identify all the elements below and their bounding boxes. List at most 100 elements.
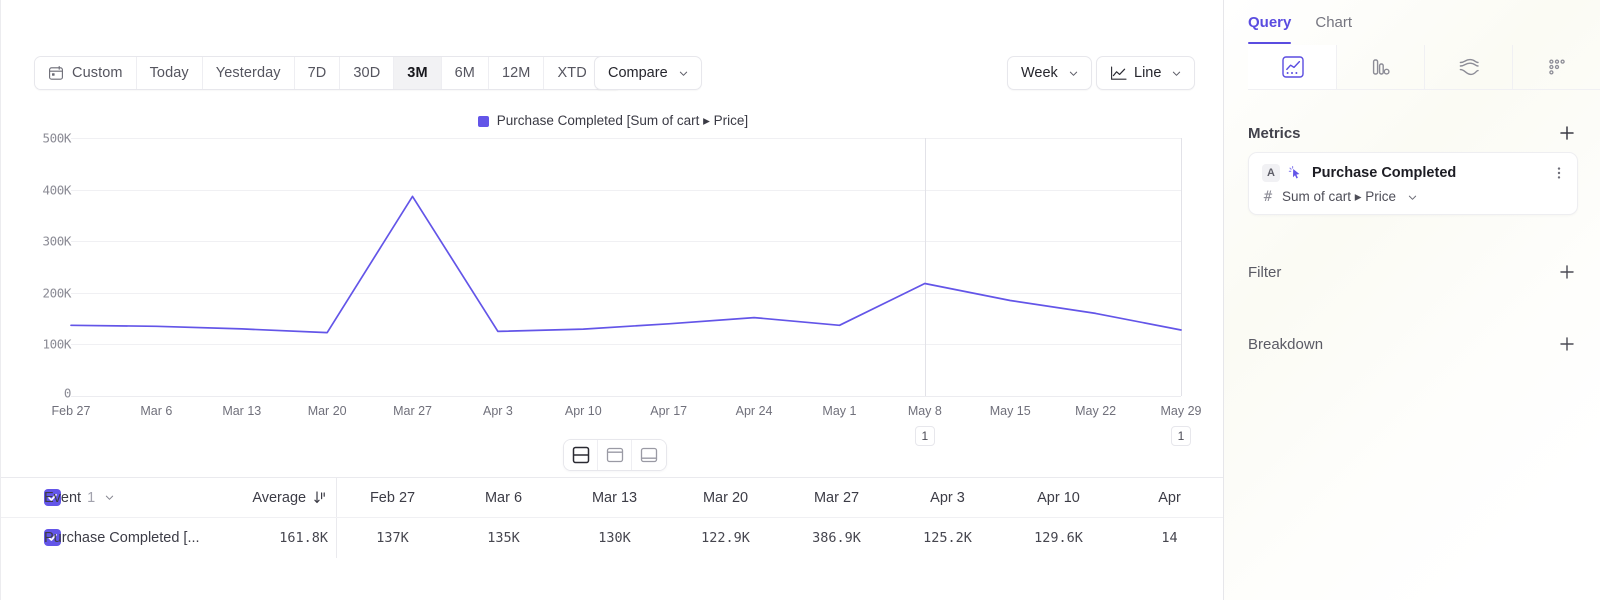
y-axis-tick: 300K	[42, 233, 71, 249]
row-value-cell: 386.9K	[812, 529, 861, 546]
bar-chart-option[interactable]	[1337, 45, 1425, 89]
chevron-down-icon[interactable]	[1408, 193, 1417, 202]
range-button-label: 12M	[501, 65, 531, 81]
range-button-label: 3M	[407, 65, 428, 81]
metric-property-row[interactable]: # Sum of cart ▸ Price	[1262, 189, 1417, 205]
event-column-label: Event	[44, 489, 82, 506]
row-checkbox[interactable]	[44, 529, 61, 546]
sort-descending-icon[interactable]	[313, 490, 328, 505]
range-button-3m[interactable]: 3M	[394, 57, 442, 89]
annotation-count-badge[interactable]: 1	[914, 426, 935, 446]
chart-large-layout-icon	[606, 447, 623, 463]
range-button-label: 7D	[307, 65, 327, 81]
table-large-layout-icon	[640, 447, 658, 463]
y-gridline	[71, 189, 1181, 191]
range-button-6m[interactable]: 6M	[441, 57, 489, 89]
chart-legend[interactable]: Purchase Completed [Sum of cart ▸ Price]	[1, 113, 1223, 129]
add-breakdown-button[interactable]	[1558, 335, 1576, 353]
select-all-checkbox[interactable]	[44, 489, 61, 506]
metrics-section-header: Metrics	[1248, 124, 1576, 142]
metric-title: Purchase Completed	[1312, 165, 1457, 181]
x-axis-tick: May 29	[1160, 404, 1202, 418]
area-stream-chart-option[interactable]	[1425, 45, 1513, 89]
chart-series-line	[70, 195, 1182, 334]
panel-tabs[interactable]: Query Chart	[1248, 0, 1352, 44]
line-chart-option[interactable]	[1248, 45, 1337, 89]
average-column-header[interactable]: Average	[231, 490, 336, 506]
tab-query[interactable]: Query	[1248, 0, 1292, 44]
filter-title: Filter	[1248, 263, 1282, 281]
range-button-12m[interactable]: 12M	[488, 57, 545, 89]
split-layout-icon	[572, 446, 589, 464]
metric-property-label: Sum of cart ▸ Price	[1282, 189, 1397, 204]
range-button-today[interactable]: Today	[136, 57, 203, 89]
filter-section-header: Filter	[1248, 263, 1576, 281]
chevron-down-icon	[1069, 71, 1077, 76]
range-button-7d[interactable]: 7D	[294, 57, 341, 89]
metric-card[interactable]: A Purchase Completed # Sum of cart ▸ Pri…	[1248, 152, 1578, 215]
select-all-checkbox-cell[interactable]	[1, 489, 61, 506]
metrics-title: Metrics	[1248, 124, 1301, 142]
table-large-layout-button[interactable]	[632, 440, 666, 470]
range-button-label: Today	[149, 65, 189, 81]
date-column-header[interactable]: Mar 6	[484, 489, 523, 506]
y-gridline	[71, 241, 1181, 243]
range-button-label: 6M	[454, 65, 475, 81]
chart-type-button[interactable]: Line	[1096, 56, 1196, 90]
metric-more-options-icon[interactable]	[1552, 166, 1566, 180]
scatter-dots-chart-option[interactable]	[1513, 45, 1600, 89]
line-chart-icon	[1111, 65, 1127, 80]
granularity-button[interactable]: Week	[1007, 56, 1092, 90]
chevron-down-icon[interactable]	[105, 493, 114, 502]
tab-chart[interactable]: Chart	[1315, 13, 1353, 31]
table-row[interactable]: Purchase Completed [... 161.8K 137K 135K 130…	[1, 517, 1223, 558]
x-axis-tick: Apr 17	[650, 404, 688, 418]
y-gridline	[71, 344, 1181, 346]
y-gridline	[71, 138, 1181, 139]
line-chart-plot[interactable]: 500K 400K 300K 200K 100K 0 Feb 27 Mar 6 Mar 13 Ma…	[1, 130, 1223, 446]
range-button-custom[interactable]: Custom	[35, 57, 137, 89]
x-axis-tick: Apr 3	[482, 404, 513, 418]
line-chart-icon	[1281, 56, 1304, 78]
date-column-header[interactable]: Apr	[1158, 489, 1181, 506]
x-axis-tick: Mar 27	[393, 404, 432, 418]
x-axis-tick: May 8	[907, 404, 942, 418]
date-column-header[interactable]: Apr 3	[930, 489, 965, 506]
row-checkbox-cell[interactable]	[1, 529, 61, 546]
add-filter-button[interactable]	[1558, 263, 1576, 281]
range-button-30d[interactable]: 30D	[340, 57, 395, 89]
calendar-icon	[49, 66, 63, 80]
x-axis-tick: Apr 24	[735, 404, 773, 418]
breakdown-section-header: Breakdown	[1248, 335, 1576, 353]
date-column-header[interactable]: Mar 20	[702, 489, 749, 506]
chart-area: Purchase Completed [Sum of cart ▸ Price]…	[1, 108, 1223, 446]
table-divider	[1, 477, 1223, 478]
add-metric-button[interactable]	[1558, 124, 1576, 142]
chart-type-selector[interactable]	[1248, 45, 1600, 90]
split-layout-button[interactable]	[564, 440, 598, 470]
date-column-header[interactable]: Feb 27	[369, 489, 416, 506]
main-content: Custom Today Yesterday 7D 30D 3M 6M 12M XTD Comp…	[0, 0, 1224, 600]
range-button-label: Custom	[72, 65, 123, 81]
chart-type-label: Line	[1134, 65, 1162, 81]
row-value-cell: 135K	[487, 529, 520, 546]
compare-button[interactable]: Compare	[594, 56, 702, 90]
bar-chart-icon	[1372, 59, 1390, 75]
date-column-header[interactable]: Mar 27	[813, 489, 860, 506]
chart-large-layout-button[interactable]	[598, 440, 632, 470]
event-column-header[interactable]: Event 1	[44, 490, 231, 506]
row-average-cell: 161.8K	[279, 529, 329, 546]
y-axis-tick: 0	[63, 385, 72, 401]
y-axis-tick: 200K	[42, 285, 71, 301]
x-axis-tick: Mar 13	[222, 404, 262, 418]
annotation-count-badge[interactable]: 1	[1171, 426, 1191, 446]
date-range-group[interactable]: Custom Today Yesterday 7D 30D 3M 6M 12M XTD	[34, 56, 622, 90]
date-column-header[interactable]: Mar 13	[591, 489, 638, 506]
date-column-header[interactable]: Apr 10	[1037, 489, 1080, 506]
range-button-yesterday[interactable]: Yesterday	[202, 57, 295, 89]
check-icon	[48, 533, 57, 541]
legend-label: Purchase Completed [Sum of cart ▸ Price]	[496, 113, 749, 128]
breakdown-title: Breakdown	[1248, 335, 1324, 353]
layout-toggle-group[interactable]	[563, 439, 667, 471]
